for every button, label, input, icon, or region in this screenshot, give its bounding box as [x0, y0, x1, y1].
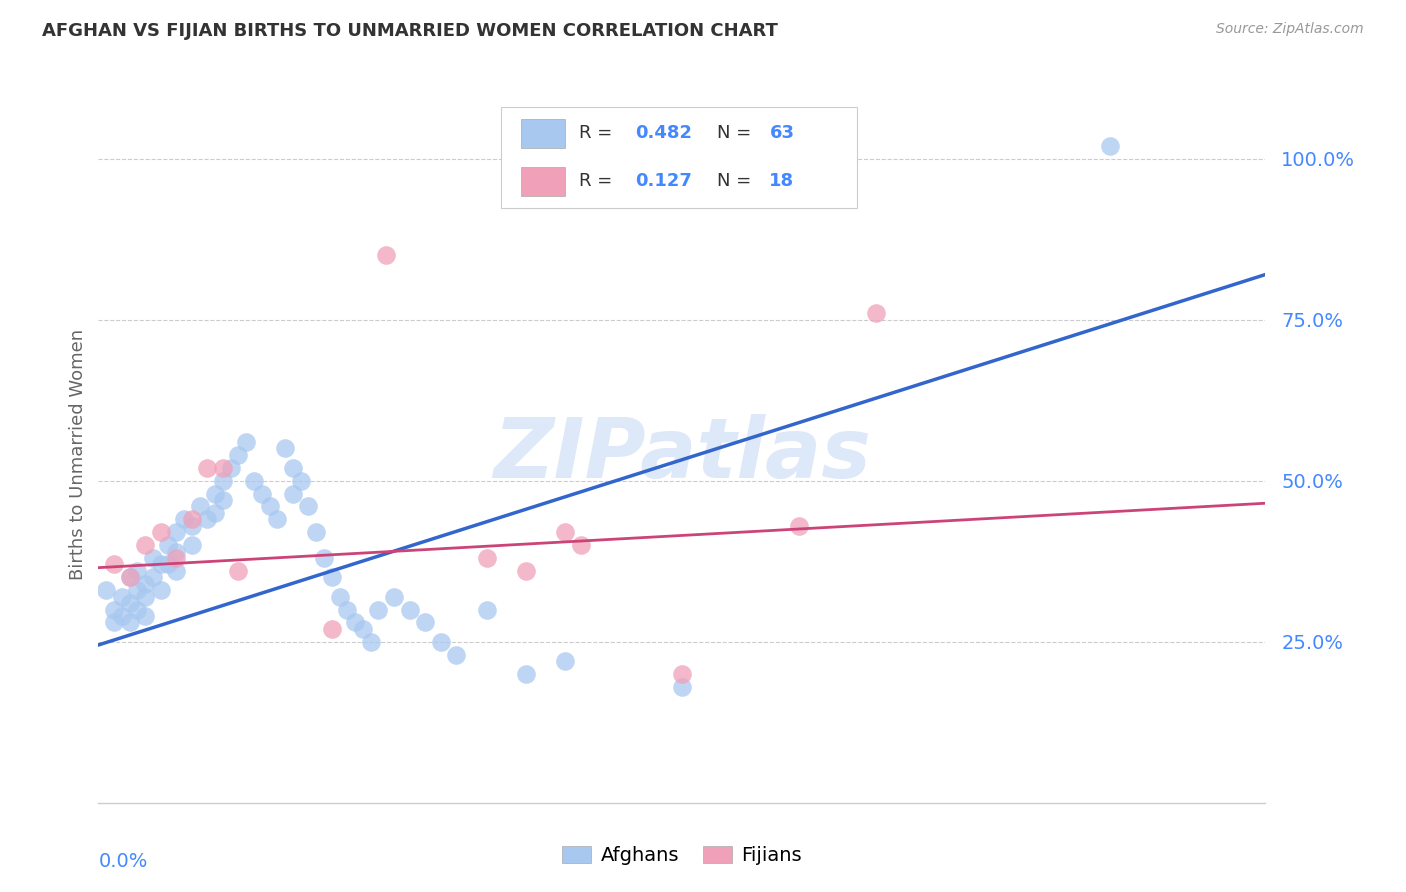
Point: [382, 590, 405, 604]
Point: [515, 667, 537, 681]
Point: [127, 583, 149, 598]
Point: [103, 602, 125, 616]
Point: [212, 474, 235, 488]
Point: [212, 460, 235, 475]
Text: Source: ZipAtlas.com: Source: ZipAtlas.com: [1216, 22, 1364, 37]
Point: [259, 500, 281, 514]
Point: [149, 525, 172, 540]
Point: [103, 615, 125, 630]
Point: [321, 622, 343, 636]
Point: [554, 525, 576, 540]
Point: [195, 512, 218, 526]
Point: [281, 460, 304, 475]
Point: [329, 590, 352, 604]
Point: [367, 602, 389, 616]
Point: [569, 538, 592, 552]
Point: [180, 512, 202, 526]
Point: [165, 525, 187, 540]
Point: [157, 538, 180, 552]
Point: [127, 564, 149, 578]
Point: [413, 615, 436, 630]
Point: [297, 500, 319, 514]
Point: [134, 609, 156, 624]
Point: [228, 564, 250, 578]
Text: 63: 63: [769, 125, 794, 143]
Point: [149, 583, 172, 598]
Point: [398, 602, 420, 616]
Text: 0.482: 0.482: [636, 125, 692, 143]
Text: 18: 18: [769, 172, 794, 191]
Point: [554, 654, 576, 668]
Point: [250, 486, 273, 500]
Point: [142, 551, 165, 566]
Point: [321, 570, 343, 584]
Y-axis label: Births to Unmarried Women: Births to Unmarried Women: [69, 329, 87, 581]
Point: [173, 512, 195, 526]
Point: [305, 525, 328, 540]
Point: [134, 576, 156, 591]
Point: [1098, 138, 1121, 153]
Point: [787, 518, 810, 533]
Point: [865, 306, 887, 320]
Text: 0.127: 0.127: [636, 172, 692, 191]
Point: [180, 518, 202, 533]
Point: [212, 493, 235, 508]
Point: [219, 460, 242, 475]
Text: R =: R =: [579, 125, 613, 143]
Point: [118, 596, 141, 610]
Point: [274, 442, 297, 456]
Point: [165, 544, 187, 558]
Legend: Afghans, Fijians: Afghans, Fijians: [554, 838, 810, 873]
FancyBboxPatch shape: [520, 119, 565, 148]
FancyBboxPatch shape: [501, 107, 856, 208]
Point: [157, 558, 180, 572]
Point: [165, 564, 187, 578]
Point: [96, 583, 118, 598]
Point: [477, 551, 499, 566]
FancyBboxPatch shape: [520, 167, 565, 196]
Point: [204, 506, 226, 520]
Point: [235, 435, 257, 450]
Point: [375, 248, 398, 262]
Point: [281, 486, 304, 500]
Point: [180, 538, 202, 552]
Point: [149, 558, 172, 572]
Point: [352, 622, 374, 636]
Point: [134, 590, 156, 604]
Point: [127, 602, 149, 616]
Point: [134, 538, 156, 552]
Point: [360, 634, 382, 648]
Point: [446, 648, 468, 662]
Point: [195, 460, 218, 475]
Point: [290, 474, 312, 488]
Text: AFGHAN VS FIJIAN BIRTHS TO UNMARRIED WOMEN CORRELATION CHART: AFGHAN VS FIJIAN BIRTHS TO UNMARRIED WOM…: [42, 22, 778, 40]
Point: [204, 486, 226, 500]
Point: [266, 512, 288, 526]
Text: N =: N =: [717, 125, 751, 143]
Point: [118, 570, 141, 584]
Point: [671, 667, 693, 681]
Point: [515, 564, 537, 578]
Point: [344, 615, 367, 630]
Point: [118, 615, 141, 630]
Text: R =: R =: [579, 172, 613, 191]
Point: [336, 602, 359, 616]
Text: ZIPatlas: ZIPatlas: [494, 415, 870, 495]
Point: [188, 500, 211, 514]
Point: [165, 551, 187, 566]
Point: [671, 680, 693, 694]
Point: [118, 570, 141, 584]
Point: [312, 551, 335, 566]
Point: [142, 570, 165, 584]
Point: [228, 448, 250, 462]
Point: [103, 558, 125, 572]
Point: [243, 474, 266, 488]
Point: [111, 590, 134, 604]
Text: 0.0%: 0.0%: [98, 852, 148, 871]
Point: [429, 634, 451, 648]
Point: [477, 602, 499, 616]
Point: [111, 609, 134, 624]
Text: N =: N =: [717, 172, 751, 191]
